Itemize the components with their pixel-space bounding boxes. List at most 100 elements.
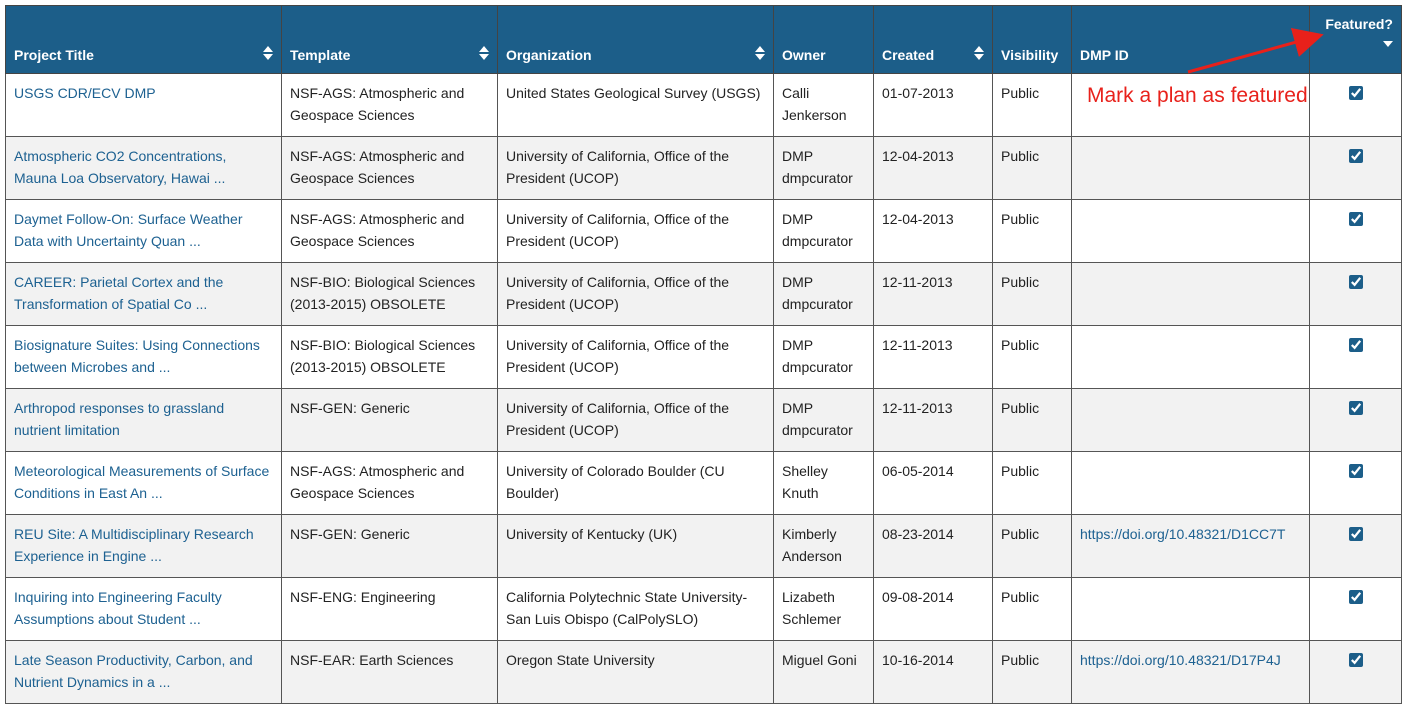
plans-table: Project Title Template Organization Owner Cr… [5, 5, 1402, 704]
dropdown-icon[interactable] [1383, 40, 1393, 48]
plan-link[interactable]: Inquiring into Engineering Faculty Assum… [14, 589, 222, 627]
cell: 12-04-2013 [873, 136, 993, 200]
column-header[interactable]: Template [281, 5, 498, 74]
featured-checkbox[interactable] [1348, 401, 1363, 415]
sort-icon[interactable] [755, 46, 765, 60]
featured-checkbox[interactable] [1348, 338, 1363, 352]
cell: Public [992, 577, 1072, 641]
cell-text: Miguel Goni [782, 652, 857, 668]
featured-checkbox[interactable] [1348, 590, 1363, 604]
cell-text: 12-11-2013 [882, 274, 953, 290]
cell-text: DMP dmpcurator [782, 337, 853, 375]
column-header[interactable]: Created [873, 5, 993, 74]
cell: NSF-GEN: Generic [281, 388, 498, 452]
cell: DMP dmpcurator [773, 199, 874, 263]
featured-checkbox[interactable] [1348, 86, 1363, 100]
cell: 12-11-2013 [873, 262, 993, 326]
column-header: Owner [773, 5, 874, 74]
featured-checkbox[interactable] [1348, 275, 1363, 289]
cell: Public [992, 388, 1072, 452]
cell-text: Oregon State University [506, 652, 655, 668]
cell: DMP dmpcurator [773, 388, 874, 452]
cell [1071, 199, 1310, 263]
cell-text: NSF-BIO: Biological Sciences (2013-2015)… [290, 337, 476, 375]
cell-text: 09-08-2014 [882, 589, 954, 605]
cell: REU Site: A Multidisciplinary Research E… [5, 514, 282, 578]
featured-checkbox[interactable] [1348, 653, 1363, 667]
cell: Arthropod responses to grassland nutrien… [5, 388, 282, 452]
cell [1071, 73, 1310, 137]
cell-text: University of California, Office of the … [506, 148, 730, 186]
header-label: Project Title [14, 47, 94, 63]
plan-link[interactable]: Meteorological Measurements of Surface C… [14, 463, 270, 501]
column-header[interactable]: Organization [497, 5, 774, 74]
featured-checkbox[interactable] [1348, 464, 1363, 478]
plan-link[interactable]: CAREER: Parietal Cortex and the Transfor… [14, 274, 224, 312]
cell-text: Shelley Knuth [782, 463, 828, 501]
plan-row: USGS CDR/ECV DMP NSF-AGS: Atmospheric and… [5, 73, 1402, 137]
column-header[interactable]: Project Title [5, 5, 282, 74]
cell: United States Geological Survey (USGS) [497, 73, 774, 137]
featured-checkbox[interactable] [1348, 527, 1363, 541]
cell: Daymet Follow-On: Surface Weather Data w… [5, 199, 282, 263]
plan-row: CAREER: Parietal Cortex and the Transfor… [5, 262, 1402, 326]
cell-text: DMP dmpcurator [782, 148, 853, 186]
plan-link[interactable]: Late Season Productivity, Carbon, and Nu… [14, 652, 253, 690]
checkbox-cell [1309, 325, 1402, 389]
checkbox-cell [1309, 451, 1402, 515]
cell-text: Public [1001, 85, 1040, 101]
cell-text: NSF-AGS: Atmospheric and Geospace Scienc… [290, 211, 465, 249]
cell: USGS CDR/ECV DMP [5, 73, 282, 137]
cell: Biosignature Suites: Using Connections b… [5, 325, 282, 389]
plan-link[interactable]: Arthropod responses to grassland nutrien… [14, 400, 225, 438]
plan-link[interactable]: REU Site: A Multidisciplinary Research E… [14, 526, 254, 564]
plan-link[interactable]: Daymet Follow-On: Surface Weather Data w… [14, 211, 243, 249]
sort-icon[interactable] [974, 46, 984, 60]
cell: University of California, Office of the … [497, 136, 774, 200]
plan-row: Daymet Follow-On: Surface Weather Data w… [5, 199, 1402, 263]
cell-text: DMP dmpcurator [782, 274, 853, 312]
header-label: DMP ID [1080, 47, 1129, 63]
cell-text: Public [1001, 274, 1040, 290]
cell-text: University of California, Office of the … [506, 274, 730, 312]
cell: 12-11-2013 [873, 388, 993, 452]
cell: 08-23-2014 [873, 514, 993, 578]
dmp-id-link[interactable]: https://doi.org/10.48321/D17P4J [1080, 652, 1281, 668]
plan-row: REU Site: A Multidisciplinary Research E… [5, 514, 1402, 578]
cell-text: Kimberly Anderson [782, 526, 842, 564]
cell: DMP dmpcurator [773, 262, 874, 326]
cell-text: California Polytechnic State University-… [506, 589, 748, 627]
cell-text: Public [1001, 400, 1040, 416]
cell-text: NSF-GEN: Generic [290, 526, 410, 542]
cell-text: University of California, Office of the … [506, 400, 730, 438]
cell: Public [992, 262, 1072, 326]
cell: 06-05-2014 [873, 451, 993, 515]
cell-text: Public [1001, 211, 1040, 227]
cell: NSF-AGS: Atmospheric and Geospace Scienc… [281, 451, 498, 515]
header-label: Visibility [1001, 47, 1059, 63]
sort-icon[interactable] [263, 46, 273, 60]
cell: Miguel Goni [773, 640, 874, 704]
cell-text: Calli Jenkerson [782, 85, 847, 123]
plan-link[interactable]: Biosignature Suites: Using Connections b… [14, 337, 260, 375]
plan-link[interactable]: USGS CDR/ECV DMP [14, 85, 156, 101]
header-label: Organization [506, 47, 592, 63]
cell: Shelley Knuth [773, 451, 874, 515]
cell-text: DMP dmpcurator [782, 400, 853, 438]
featured-checkbox[interactable] [1348, 149, 1363, 163]
dmp-id-link[interactable]: https://doi.org/10.48321/D1CC7T [1080, 526, 1286, 542]
checkbox-cell [1309, 388, 1402, 452]
cell: University of California, Office of the … [497, 262, 774, 326]
cell-text: NSF-EAR: Earth Sciences [290, 652, 454, 668]
cell: Inquiring into Engineering Faculty Assum… [5, 577, 282, 641]
cell-text: 08-23-2014 [882, 526, 954, 542]
header-row: Project Title Template Organization Owner Cr… [5, 5, 1402, 74]
cell: Lizabeth Schlemer [773, 577, 874, 641]
cell: University of California, Office of the … [497, 388, 774, 452]
cell-text: 06-05-2014 [882, 463, 954, 479]
cell-text: 12-04-2013 [882, 211, 954, 227]
featured-checkbox[interactable] [1348, 212, 1363, 226]
cell-text: Public [1001, 652, 1040, 668]
sort-icon[interactable] [479, 46, 489, 60]
plan-link[interactable]: Atmospheric CO2 Concentrations, Mauna Lo… [14, 148, 227, 186]
